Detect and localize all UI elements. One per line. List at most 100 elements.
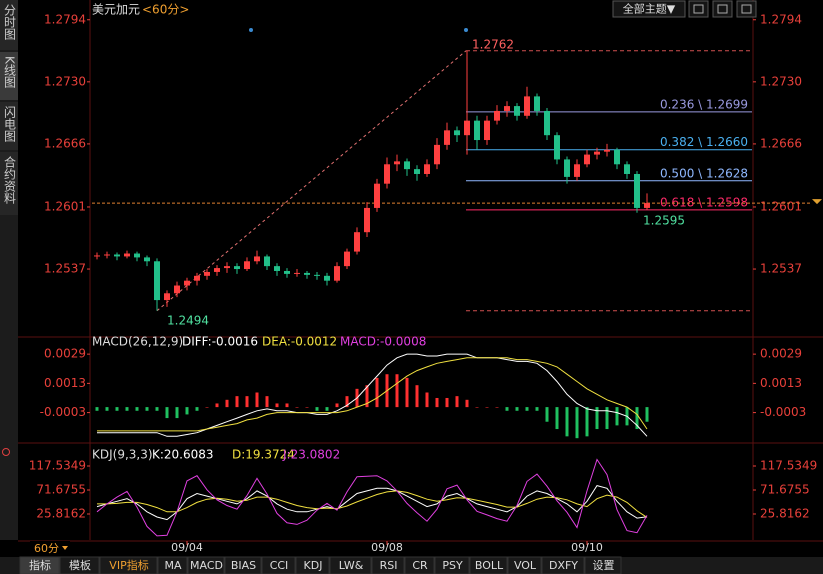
candle-body	[444, 130, 450, 145]
y-tick-label: 1.2794	[760, 12, 802, 26]
theme-button-label[interactable]: 全部主题▼	[623, 2, 676, 16]
candle-body	[594, 151, 600, 155]
candle-body	[294, 272, 300, 274]
symbol: 美元加元	[92, 3, 140, 17]
footer-tab-label[interactable]: VOL	[514, 559, 537, 572]
footer-tab-label[interactable]: MACD	[190, 559, 223, 572]
legend-entry: K:20.6083	[152, 448, 214, 462]
footer-tab-label[interactable]: PSY	[442, 559, 463, 572]
y-tick-label: -0.0003	[40, 405, 86, 419]
candle-body	[254, 256, 260, 262]
candle-body	[124, 253, 130, 257]
footer-tab[interactable]	[371, 556, 405, 574]
macd-bar	[375, 377, 379, 408]
high-label: 1.2762	[472, 37, 514, 51]
footer-tab-label[interactable]: 设置	[593, 559, 615, 572]
footer-tab[interactable]	[261, 556, 296, 574]
macd-bar	[285, 403, 289, 408]
footer-tab-label[interactable]: RSI	[380, 559, 398, 572]
candle-body	[374, 183, 380, 208]
sidebar-label[interactable]: 闪电图	[3, 106, 17, 142]
sidebar-tab[interactable]	[0, 152, 18, 215]
y-tick-label: 1.2794	[44, 12, 86, 26]
candle-body	[564, 159, 570, 177]
candle-body	[624, 164, 630, 174]
footer-tab-label[interactable]: DXFY	[549, 559, 578, 572]
candle-body	[304, 272, 310, 275]
macd-bar	[455, 396, 459, 408]
footer-tab-label[interactable]: LW&	[339, 559, 364, 572]
candle-body	[484, 120, 490, 141]
macd-bar	[185, 407, 189, 415]
footer-tab[interactable]	[469, 556, 508, 574]
window-button[interactable]	[688, 0, 709, 18]
candle-body	[184, 280, 190, 286]
macd-bar	[445, 397, 449, 408]
candle-body	[514, 106, 520, 116]
footer-tab-label[interactable]: BIAS	[231, 559, 256, 572]
footer-tab-label[interactable]: CCI	[270, 559, 289, 572]
candle-body	[144, 257, 150, 262]
sidebar-tab[interactable]	[0, 102, 18, 150]
footer-tab-label[interactable]: 指标	[29, 558, 51, 572]
footer-tab-label[interactable]: KDJ	[304, 559, 323, 572]
footer-tab[interactable]	[404, 556, 435, 574]
footer-tab[interactable]	[434, 556, 470, 574]
footer-tab[interactable]	[584, 556, 622, 574]
footer-tab[interactable]	[541, 556, 585, 574]
sidebar-label[interactable]: 分时图	[3, 4, 17, 40]
sidebar-tab[interactable]	[0, 52, 18, 100]
low-label: 1.2494	[167, 313, 209, 327]
macd-bar	[235, 396, 239, 408]
candle-body	[134, 253, 140, 258]
theme-button[interactable]	[612, 0, 686, 18]
legend-entry: J:23.0802	[282, 448, 340, 462]
macd-bar	[175, 407, 179, 419]
footer-tab[interactable]	[157, 556, 188, 574]
sidebar-tab[interactable]	[0, 0, 18, 50]
footer-tab[interactable]	[19, 556, 60, 574]
period[interactable]: <60分>	[142, 3, 189, 17]
window-button[interactable]	[712, 0, 733, 18]
period-select[interactable]	[30, 541, 70, 556]
footer-tab[interactable]	[59, 556, 100, 574]
footer-tab[interactable]	[224, 556, 262, 574]
footer-tab[interactable]	[187, 556, 225, 574]
footer-period[interactable]: 60分	[34, 542, 59, 555]
footer-tab[interactable]	[329, 556, 372, 574]
legend-entry: D:19.3724	[232, 448, 295, 462]
candle-body	[114, 254, 120, 257]
indicator-icon[interactable]	[2, 448, 10, 456]
kdj-line	[96, 458, 648, 537]
candle-body	[454, 130, 460, 136]
sidebar-label[interactable]: 合约资料	[3, 155, 17, 204]
window-button[interactable]	[736, 0, 757, 18]
footer-tab-label[interactable]: CR	[412, 559, 428, 572]
sidebar-label[interactable]: K线图	[3, 56, 17, 88]
footer-tab-label[interactable]: BOLL	[475, 559, 504, 572]
macd-bar	[215, 403, 219, 408]
macd-bar	[395, 374, 399, 408]
footer-tab[interactable]	[99, 556, 158, 574]
x-tick-label: 09/08	[371, 541, 403, 554]
marker-dot	[464, 28, 468, 32]
y-tick-label: 1.2730	[44, 74, 86, 88]
candle-body	[534, 96, 540, 111]
footer-tab[interactable]	[295, 556, 330, 574]
macd-bar	[145, 407, 149, 411]
y-tick-label: 0.0013	[760, 376, 802, 390]
macd-bar	[465, 399, 469, 408]
candle-body	[554, 135, 560, 160]
footer-tab[interactable]	[507, 556, 542, 574]
macd-bar	[325, 407, 329, 411]
candle-body	[424, 164, 430, 174]
macd-bar	[205, 407, 209, 408]
footer-tab-label[interactable]: VIP指标	[109, 558, 148, 572]
candle-body	[164, 293, 170, 301]
macd-bar	[165, 407, 169, 419]
footer-tab-label[interactable]: 模板	[69, 558, 91, 572]
footer-tab-label[interactable]: MA	[164, 559, 181, 572]
y-tick-label: 0.0029	[760, 347, 802, 361]
y-tick-label: 25.8162	[760, 506, 810, 520]
